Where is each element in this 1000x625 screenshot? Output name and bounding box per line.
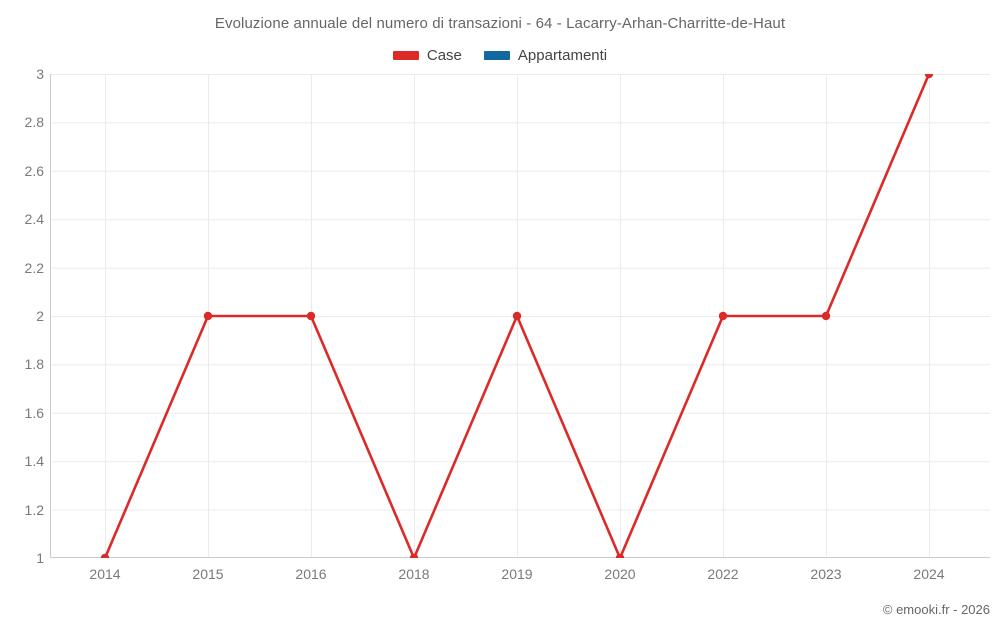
data-point-marker[interactable]	[203, 311, 213, 321]
data-point-marker[interactable]	[409, 553, 419, 558]
legend-label-appartamenti: Appartamenti	[517, 46, 608, 64]
legend-swatch-appartamenti	[483, 50, 510, 60]
data-point-marker[interactable]	[512, 311, 522, 321]
legend-label-case: Case	[426, 46, 462, 64]
y-tick-label: 1	[36, 550, 44, 566]
plot-area	[50, 74, 990, 558]
legend-item-appartamenti[interactable]: Appartamenti	[483, 46, 608, 64]
data-point-marker[interactable]	[924, 74, 934, 79]
chart-title: Evoluzione annuale del numero di transaz…	[214, 15, 786, 32]
data-point-marker[interactable]	[718, 311, 728, 321]
plot-svg	[50, 74, 990, 558]
x-tick-label: 2022	[707, 566, 739, 582]
x-tick-label: 2020	[604, 566, 636, 582]
y-tick-label: 2.4	[24, 211, 44, 228]
y-tick-label: 1.6	[24, 404, 44, 421]
y-tick-label: 1.4	[24, 453, 44, 470]
y-tick-label: 1.2	[24, 501, 44, 518]
x-tick-label: 2018	[398, 566, 430, 582]
y-tick-label: 2.2	[24, 259, 44, 276]
x-tick-label: 2015	[192, 566, 224, 582]
y-tick-label: 2.8	[24, 114, 44, 131]
data-point-marker[interactable]	[100, 553, 110, 558]
data-point-marker[interactable]	[615, 553, 625, 558]
x-tick-label: 2024	[913, 566, 945, 582]
legend-swatch-case	[392, 50, 419, 60]
chart-legend: Case Appartamenti	[0, 44, 1000, 66]
y-tick-label: 1.8	[24, 356, 44, 373]
y-tick-label: 2.6	[24, 162, 44, 179]
data-point-marker[interactable]	[306, 311, 316, 321]
legend-item-case[interactable]: Case	[392, 46, 462, 64]
y-axis-tick-labels: 1 1.2 1.4 1.6 1.8 2 2.2 2.4 2.6 2.8 3	[0, 0, 44, 625]
data-series-layer	[100, 74, 934, 558]
x-tick-label: 2023	[810, 566, 842, 582]
data-point-marker[interactable]	[821, 311, 831, 321]
x-tick-label: 2014	[89, 566, 121, 582]
footer-credit: © emooki.fr - 2026	[882, 602, 990, 617]
axis-lines	[50, 74, 990, 558]
y-tick-label: 2	[36, 308, 44, 324]
x-tick-label: 2016	[295, 566, 327, 582]
x-tick-label: 2019	[501, 566, 533, 582]
y-tick-label: 3	[36, 66, 44, 82]
